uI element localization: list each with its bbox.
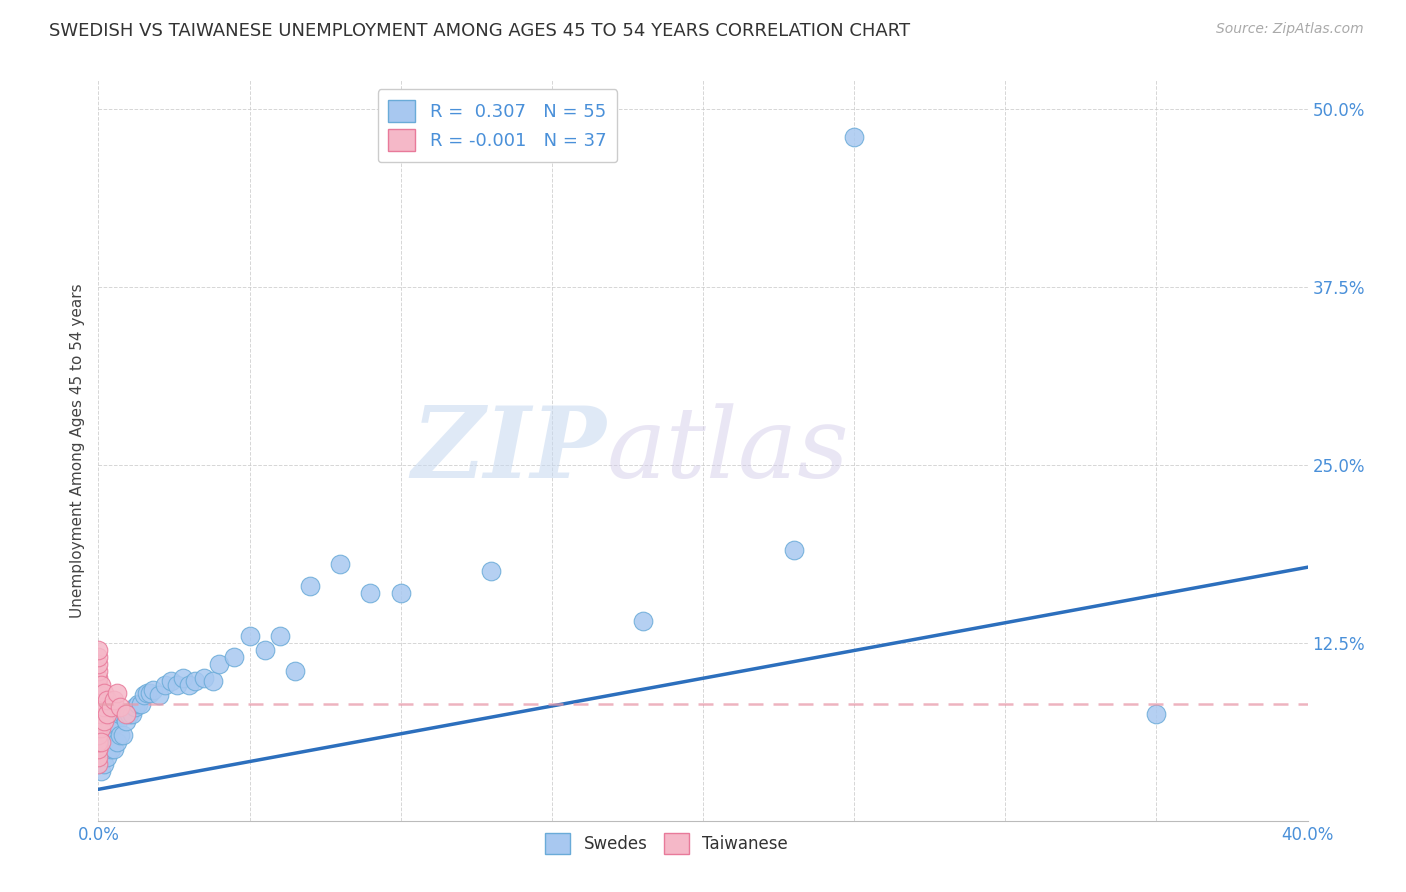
Point [160,674,183,689]
Point [90,721,112,735]
Point [96,714,118,728]
Point [87,714,110,728]
Point [135,685,157,699]
Point [481,565,503,579]
Point [96,749,118,764]
Point [103,716,125,731]
Point [121,706,143,721]
Point [108,699,131,714]
Point [329,558,352,572]
Point [105,735,128,749]
Y-axis label: Unemployment Among Ages 45 to 54 years: Unemployment Among Ages 45 to 54 years [69,283,84,618]
Point [90,735,112,749]
Point [100,721,122,735]
Point [87,642,110,657]
Point [153,678,176,692]
Point [202,674,225,689]
Point [148,689,170,703]
Point [105,716,128,731]
Point [87,728,110,742]
Point [87,735,110,749]
Point [87,714,110,728]
Point [166,678,188,692]
Legend: Swedes, Taiwanese: Swedes, Taiwanese [538,827,794,861]
Point [132,689,155,703]
Point [224,649,246,664]
Text: SWEDISH VS TAIWANESE UNEMPLOYMENT AMONG AGES 45 TO 54 YEARS CORRELATION CHART: SWEDISH VS TAIWANESE UNEMPLOYMENT AMONG … [49,22,910,40]
Point [87,756,110,771]
Point [118,706,141,721]
Point [172,671,194,685]
Point [87,721,110,735]
Point [389,586,412,600]
Point [87,728,110,742]
Point [253,642,276,657]
Point [100,699,122,714]
Point [87,756,110,771]
Point [96,728,118,742]
Point [87,742,110,756]
Point [114,714,136,728]
Point [142,682,165,697]
Point [111,728,134,742]
Point [90,678,112,692]
Point [87,649,110,664]
Point [108,706,131,721]
Point [96,692,118,706]
Point [299,579,322,593]
Point [111,706,134,721]
Point [87,678,110,692]
Point [844,130,866,145]
Point [124,699,146,714]
Point [114,706,136,721]
Point [208,657,231,671]
Point [93,714,115,728]
Point [93,735,115,749]
Point [90,692,112,706]
Point [93,685,115,699]
Point [87,699,110,714]
Point [87,706,110,721]
Point [96,706,118,721]
Point [90,764,112,778]
Point [87,692,110,706]
Point [93,699,115,714]
Text: ZIP: ZIP [412,402,606,499]
Point [239,628,262,642]
Point [87,671,110,685]
Text: Source: ZipAtlas.com: Source: ZipAtlas.com [1216,22,1364,37]
Point [87,735,110,749]
Point [103,742,125,756]
Point [179,678,201,692]
Point [193,671,215,685]
Point [783,543,806,558]
Point [87,664,110,678]
Point [129,697,152,711]
Point [90,735,112,749]
Point [184,674,207,689]
Point [269,628,291,642]
Point [105,685,128,699]
Point [87,728,110,742]
Text: atlas: atlas [606,403,849,498]
Point [127,697,149,711]
Point [1144,706,1167,721]
Point [284,664,307,678]
Point [93,706,115,721]
Point [87,749,110,764]
Point [360,586,382,600]
Point [108,728,131,742]
Point [100,742,122,756]
Point [87,742,110,756]
Point [139,685,162,699]
Point [87,657,110,671]
Point [87,685,110,699]
Point [631,615,654,629]
Point [90,706,112,721]
Point [103,692,125,706]
Point [90,714,112,728]
Point [93,756,115,771]
Point [87,721,110,735]
